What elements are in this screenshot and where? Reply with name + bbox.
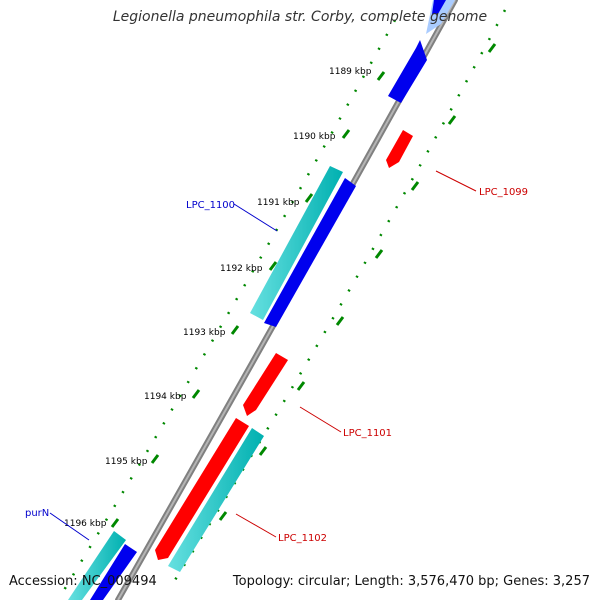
gene-cyan-lpc-1102[interactable]: [168, 428, 264, 572]
gene-cyan-purn[interactable]: [68, 531, 126, 600]
leader-purn: [49, 512, 90, 541]
tick-1192: [268, 261, 278, 271]
tick-1189: [376, 71, 386, 81]
gene-label-lpc-1102[interactable]: LPC_1102: [278, 533, 327, 544]
major-tick-marks: [110, 43, 497, 528]
gene-blue-1189[interactable]: [388, 40, 427, 103]
kbp-label-1196: 1196 kbp: [64, 519, 107, 529]
gene-label-lpc-1099[interactable]: LPC_1099: [479, 187, 528, 198]
kbp-label-1194: 1194 kbp: [144, 392, 187, 402]
gene-red-lpc-1102[interactable]: [155, 418, 249, 560]
tick-1193: [230, 325, 240, 335]
map-title: Legionella pneumophila str. Corby, compl…: [112, 9, 488, 25]
leader-lpc-1099: [435, 170, 477, 192]
leader-lpc-1101: [299, 406, 342, 433]
gene-label-purn[interactable]: purN: [25, 508, 49, 519]
tick-1190: [341, 129, 351, 139]
tick-1196: [110, 518, 120, 528]
leader-lpc-1100: [233, 203, 278, 232]
genome-summary: Topology: circular; Length: 3,576,470 bp…: [232, 574, 590, 589]
gene-cyan-lpc-1100[interactable]: [250, 166, 343, 320]
gene-blue-purn-pair[interactable]: [90, 544, 137, 600]
leader-lpc-1102: [235, 513, 277, 538]
gene-red-lpc-1099[interactable]: [386, 130, 413, 168]
kbp-label-1190: 1190 kbp: [293, 132, 336, 142]
tick-1191: [304, 193, 314, 203]
tick-1195: [150, 454, 160, 464]
gene-red-lpc-1101[interactable]: [243, 353, 288, 416]
tick-1194: [191, 389, 201, 399]
kbp-label-1193: 1193 kbp: [183, 328, 226, 338]
gene-label-lpc-1101[interactable]: LPC_1101: [343, 428, 392, 439]
accession-label: Accession: NC_009494: [9, 574, 157, 589]
gene-blue-top[interactable]: [432, 0, 446, 14]
gene-blue-lpc-1100-pair[interactable]: [264, 178, 356, 327]
kbp-label-1191: 1191 kbp: [257, 198, 300, 208]
kbp-label-1195: 1195 kbp: [105, 457, 148, 467]
kbp-label-1192: 1192 kbp: [220, 264, 263, 274]
gene-label-lpc-1100[interactable]: LPC_1100: [186, 200, 235, 211]
kbp-label-1189: 1189 kbp: [329, 67, 372, 77]
